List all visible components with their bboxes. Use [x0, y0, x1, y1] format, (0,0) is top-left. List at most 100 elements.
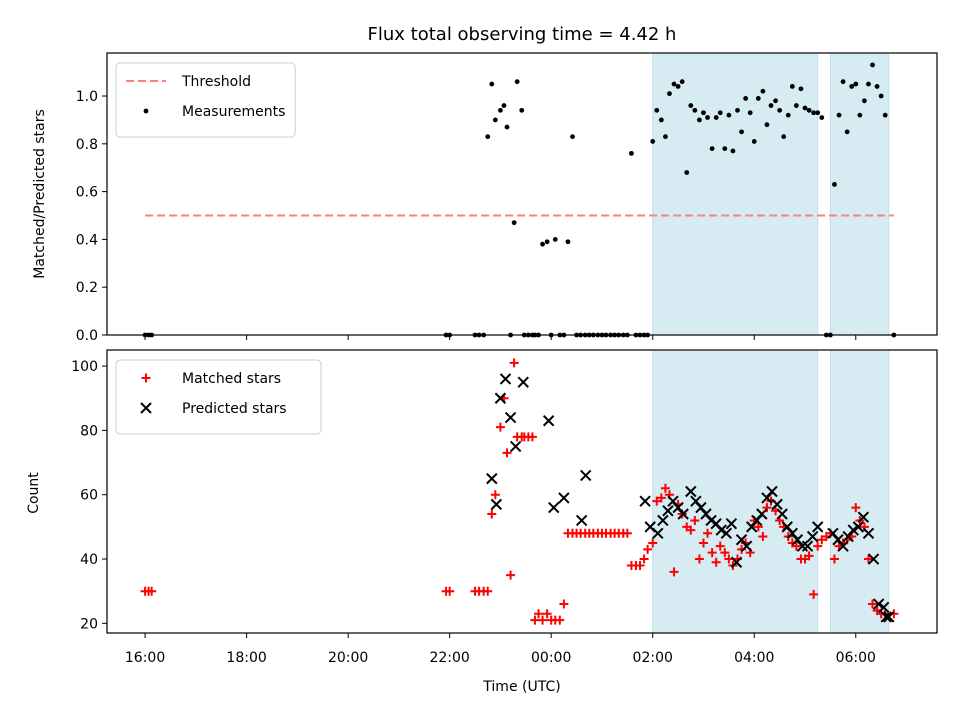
- data-point: [671, 81, 677, 87]
- data-point: [685, 485, 697, 498]
- data-point: [494, 392, 507, 404]
- data-point: [485, 134, 491, 140]
- data-point: [677, 508, 689, 520]
- data-point: [628, 150, 634, 156]
- data-point: [720, 548, 730, 558]
- data-point: [806, 530, 819, 543]
- data-point: [844, 129, 850, 135]
- x-tick-label: 06:00: [836, 650, 876, 666]
- data-point: [705, 514, 717, 527]
- data-point: [777, 107, 783, 113]
- bottom-y-axis-label: Count: [26, 472, 42, 514]
- data-point: [852, 521, 865, 533]
- data-point: [801, 540, 814, 552]
- data-point: [760, 88, 766, 94]
- data-point: [837, 540, 849, 552]
- legend: Matched stars Predicted stars: [115, 359, 322, 435]
- y-tick-label: 60: [80, 488, 98, 504]
- data-point: [495, 422, 505, 432]
- data-point: [868, 599, 878, 609]
- data-point: [669, 567, 679, 577]
- data-point: [717, 110, 723, 116]
- data-point: [514, 79, 520, 85]
- data-point: [739, 129, 744, 135]
- data-point: [866, 81, 871, 87]
- data-point: [509, 440, 522, 453]
- data-point: [652, 527, 664, 540]
- y-tick-label: 0.2: [76, 280, 98, 296]
- data-point: [492, 117, 498, 123]
- legend-label: Predicted stars: [182, 401, 287, 417]
- data-point: [832, 182, 837, 187]
- x-tick-label: 16:00: [125, 650, 165, 666]
- data-point: [662, 505, 674, 517]
- data-point: [773, 98, 778, 104]
- data-point: [483, 586, 493, 596]
- data-point: [570, 134, 575, 140]
- data-point: [663, 134, 668, 140]
- data-point: [530, 615, 540, 625]
- y-tick-label: 1.0: [76, 89, 98, 105]
- data-point: [740, 540, 753, 552]
- x-axis-label: Time (UTC): [482, 679, 560, 695]
- data-point: [867, 553, 880, 565]
- data-point: [504, 124, 510, 130]
- y-tick-label: 0.8: [76, 137, 98, 153]
- data-point: [686, 525, 696, 535]
- data-point: [768, 103, 774, 108]
- data-point: [709, 146, 715, 151]
- data-point: [847, 524, 859, 536]
- data-point: [559, 599, 569, 609]
- data-point: [527, 432, 537, 442]
- top-y-axis-label: Matched/Predicted stars: [32, 109, 48, 279]
- data-point: [487, 509, 497, 519]
- data-point: [542, 609, 552, 619]
- data-point: [811, 110, 817, 116]
- data-point: [509, 358, 519, 368]
- data-point: [813, 541, 823, 551]
- data-point: [502, 448, 512, 458]
- x-tick-label: 22:00: [429, 650, 469, 666]
- series-measurements: [142, 62, 897, 338]
- data-point: [542, 415, 555, 427]
- data-point: [657, 514, 669, 527]
- data-point: [840, 79, 846, 85]
- shaded-interval: [829, 52, 890, 336]
- data-point: [698, 538, 708, 548]
- y-tick-label: 80: [80, 423, 98, 439]
- chart-title: Flux total observing time = 4.42 h: [368, 24, 677, 45]
- data-point: [789, 84, 795, 89]
- legend-swatch: [140, 402, 152, 414]
- data-point: [639, 495, 651, 507]
- data-point: [713, 115, 719, 120]
- legend-swatch: [143, 108, 149, 114]
- legend-label: Measurements: [182, 104, 285, 120]
- legend-box: [115, 359, 322, 435]
- data-point: [857, 511, 870, 523]
- data-point: [519, 107, 525, 113]
- data-point: [684, 170, 690, 175]
- legend-box: [115, 62, 296, 138]
- data-point: [857, 112, 863, 118]
- data-point: [753, 522, 763, 532]
- data-point: [809, 589, 819, 599]
- data-point: [667, 91, 672, 97]
- data-point: [511, 220, 517, 226]
- data-point: [811, 521, 824, 533]
- data-point: [874, 84, 880, 89]
- data-point: [819, 115, 825, 120]
- data-point: [552, 237, 558, 242]
- data-point: [829, 554, 839, 564]
- y-tick-label: 0.6: [76, 185, 98, 201]
- data-point: [648, 538, 658, 548]
- data-point: [872, 598, 885, 610]
- data-point: [764, 122, 770, 128]
- data-point: [793, 103, 799, 108]
- y-tick-label: 20: [80, 616, 98, 632]
- x-axis-ticks: 16:00 18:00 20:00 22:00 00:00 02:00 04:00 06:00: [125, 650, 876, 666]
- data-point: [697, 117, 702, 123]
- shaded-interval: [652, 52, 819, 336]
- data-point: [880, 611, 892, 623]
- data-point: [658, 117, 664, 123]
